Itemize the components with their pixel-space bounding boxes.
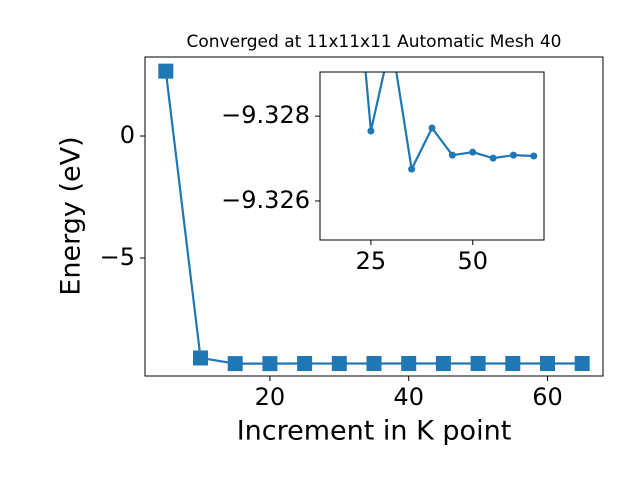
y-tick-label: 0 [120, 121, 135, 149]
x-tick-label: 40 [393, 383, 424, 411]
marker [366, 355, 382, 371]
x-axis-label: Increment in K point [237, 416, 512, 447]
marker [448, 151, 456, 159]
y-tick-label: −9.328 [221, 101, 310, 129]
series [364, 72, 538, 173]
marker [435, 355, 451, 371]
marker [227, 356, 243, 372]
marker [574, 355, 590, 371]
y-tick-label: −9.326 [221, 186, 310, 214]
marker [408, 165, 416, 173]
marker [539, 355, 555, 371]
marker [530, 152, 538, 160]
x-tick-label: 60 [532, 383, 563, 411]
marker [509, 151, 517, 159]
marker [470, 355, 486, 371]
marker [469, 148, 477, 156]
marker [428, 124, 436, 132]
marker [401, 356, 417, 372]
series [158, 63, 590, 372]
marker [158, 63, 174, 79]
marker [505, 355, 521, 371]
marker [367, 127, 375, 135]
marker [262, 356, 278, 372]
marker [193, 350, 209, 366]
marker [331, 356, 347, 372]
x-tick-label: 50 [457, 247, 488, 275]
chart-title: Converged at 11x11x11 Automatic Mesh 40 [187, 32, 562, 52]
x-tick-label: 25 [356, 247, 387, 275]
axes-frame [144, 56, 604, 377]
marker [297, 356, 313, 372]
y-axis-label: Energy (eV) [56, 136, 87, 295]
marker [489, 154, 497, 162]
y-tick-label: −5 [100, 243, 135, 271]
x-tick-label: 20 [255, 383, 286, 411]
axes-frame [319, 71, 545, 241]
